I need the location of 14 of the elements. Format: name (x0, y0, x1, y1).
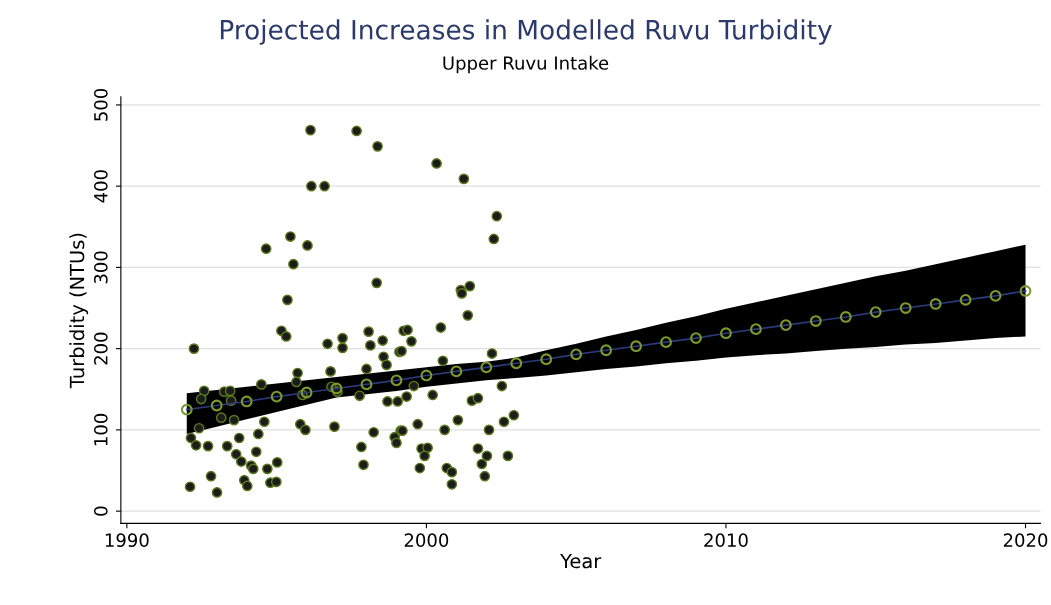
y-tick-label: 200 (93, 332, 108, 365)
chart-subtitle: Upper Ruvu Intake (443, 55, 609, 74)
y-tick-label: 400 (93, 170, 108, 203)
x-tick-label: 2020 (1003, 533, 1048, 548)
x-tick-label: 2010 (704, 533, 748, 548)
x-tick-label: 1990 (105, 533, 149, 548)
x-axis-title: Year (560, 553, 602, 569)
y-axis-title: Turbidity (NTUs) (69, 233, 89, 389)
y-tick-label: 100 (93, 413, 108, 446)
x-tick-label: 2000 (404, 533, 449, 548)
chart-title: Projected Increases in Modelled Ruvu Turbidity (220, 19, 832, 45)
y-tick-label: 500 (93, 88, 108, 121)
y-tick-label: 0 (93, 506, 108, 516)
y-tick-label: 300 (93, 251, 108, 284)
